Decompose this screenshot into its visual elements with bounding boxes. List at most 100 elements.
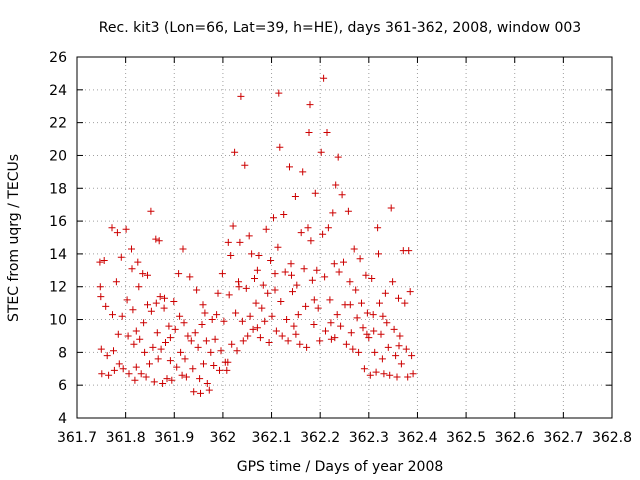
data-point bbox=[186, 273, 194, 281]
data-point bbox=[392, 352, 400, 360]
data-point bbox=[152, 299, 160, 307]
data-point bbox=[401, 299, 409, 307]
data-point bbox=[140, 319, 148, 327]
data-point bbox=[409, 370, 417, 378]
data-point bbox=[363, 309, 371, 317]
data-point bbox=[96, 258, 104, 266]
data-point bbox=[287, 260, 295, 268]
data-point bbox=[355, 348, 363, 356]
data-point bbox=[314, 304, 322, 312]
data-point bbox=[310, 321, 318, 328]
x-tick-label: 361.7 bbox=[57, 430, 97, 446]
data-point bbox=[153, 329, 161, 337]
data-point bbox=[283, 316, 291, 323]
data-point bbox=[178, 371, 186, 379]
data-point bbox=[337, 322, 345, 330]
x-tick-label: 362.7 bbox=[543, 430, 583, 446]
data-point bbox=[165, 322, 173, 330]
data-point bbox=[166, 334, 174, 342]
y-tick-label: 16 bbox=[49, 214, 67, 230]
data-point bbox=[225, 291, 233, 299]
data-point bbox=[210, 362, 218, 369]
y-tick-label: 4 bbox=[58, 411, 67, 427]
data-point bbox=[384, 343, 392, 351]
data-point bbox=[166, 357, 174, 365]
data-point bbox=[152, 235, 160, 243]
data-point bbox=[280, 211, 288, 218]
plot-frame bbox=[76, 56, 613, 419]
data-point bbox=[97, 345, 105, 353]
data-point bbox=[311, 189, 319, 197]
data-point bbox=[242, 284, 250, 292]
x-tick-label: 362.8 bbox=[592, 430, 632, 446]
data-point bbox=[271, 270, 279, 278]
x-tick-label: 362.2 bbox=[300, 430, 340, 446]
data-point bbox=[408, 352, 416, 360]
data-point bbox=[220, 317, 228, 325]
x-tick-label: 362.6 bbox=[495, 430, 535, 446]
data-point bbox=[304, 224, 312, 232]
data-point bbox=[375, 250, 382, 258]
data-point bbox=[115, 360, 123, 368]
x-tick-labels: 361.7 361.8 361.9 362 362.1 362.2 362.3 362.4 36… bbox=[57, 430, 632, 446]
data-point bbox=[372, 368, 380, 376]
data-point bbox=[249, 325, 257, 333]
data-point bbox=[207, 348, 215, 356]
data-point bbox=[321, 273, 329, 281]
data-point bbox=[390, 325, 398, 333]
data-point bbox=[241, 161, 249, 169]
data-point bbox=[307, 237, 315, 245]
chart-title: Rec. kit3 (Lon=66, Lat=39, h=HE), days 3… bbox=[99, 20, 581, 36]
data-point bbox=[238, 317, 246, 325]
data-point bbox=[305, 129, 313, 136]
data-point bbox=[352, 286, 360, 294]
y-tick-label: 26 bbox=[49, 50, 67, 66]
data-point bbox=[182, 373, 190, 381]
data-point bbox=[310, 296, 318, 304]
data-point bbox=[239, 337, 247, 345]
data-point bbox=[193, 286, 201, 294]
data-point bbox=[302, 302, 310, 310]
data-point bbox=[224, 238, 232, 246]
data-point bbox=[110, 347, 117, 355]
data-point bbox=[149, 343, 157, 351]
data-point bbox=[397, 360, 405, 368]
data-point bbox=[330, 260, 338, 268]
data-point bbox=[317, 148, 325, 156]
data-point bbox=[128, 265, 136, 273]
x-tick-label: 361.9 bbox=[154, 430, 194, 446]
data-point bbox=[223, 366, 231, 374]
data-point bbox=[356, 255, 364, 263]
data-point bbox=[134, 258, 142, 266]
data-point bbox=[395, 342, 403, 350]
data-point bbox=[368, 275, 376, 282]
data-point bbox=[227, 252, 235, 259]
data-point bbox=[327, 335, 335, 343]
data-point bbox=[132, 363, 140, 371]
data-point bbox=[224, 358, 232, 366]
data-point bbox=[371, 348, 379, 356]
data-point bbox=[108, 224, 116, 232]
data-point bbox=[246, 312, 254, 320]
data-point bbox=[262, 225, 270, 233]
data-point bbox=[258, 304, 266, 312]
data-point bbox=[294, 311, 302, 319]
x-tick-label: 362.1 bbox=[251, 430, 291, 446]
data-point bbox=[265, 339, 273, 346]
data-point bbox=[396, 332, 404, 340]
data-point bbox=[208, 316, 216, 323]
data-point bbox=[142, 373, 150, 381]
data-point bbox=[329, 209, 337, 217]
data-point bbox=[171, 325, 179, 333]
data-point bbox=[110, 366, 118, 374]
x-tick-label: 362.4 bbox=[397, 430, 437, 446]
data-point bbox=[216, 366, 223, 374]
data-point bbox=[281, 268, 289, 276]
data-point bbox=[383, 319, 391, 327]
data-point bbox=[322, 327, 329, 335]
data-point bbox=[346, 278, 354, 286]
data-point bbox=[156, 293, 164, 301]
data-point bbox=[228, 340, 236, 348]
